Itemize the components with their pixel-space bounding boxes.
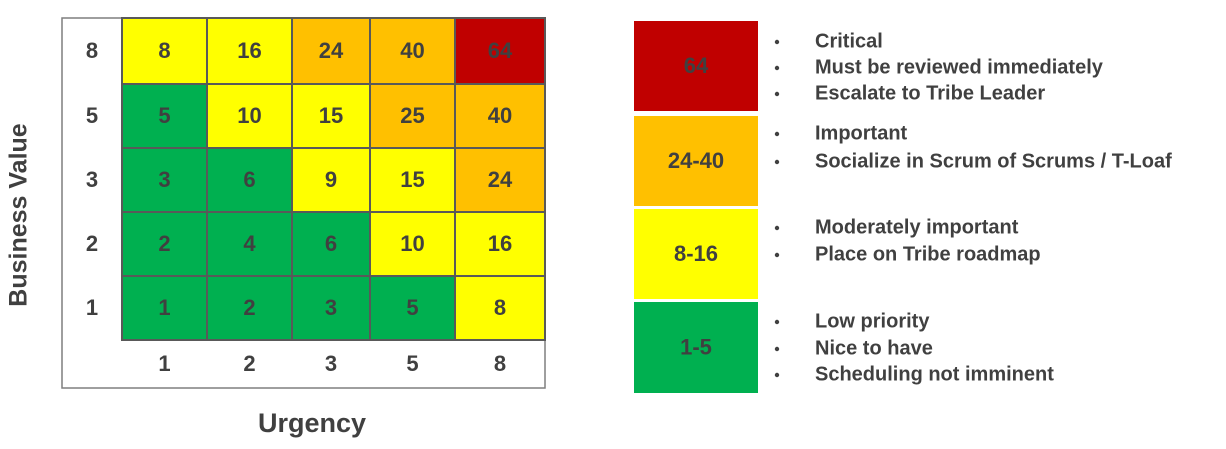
legend-label: 1-5: [680, 334, 712, 359]
bullet: [774, 159, 780, 165]
legend-label: 24-40: [668, 148, 724, 173]
cell-value: 6: [243, 167, 255, 192]
legend-bullet-text: Place on Tribe roadmap: [815, 243, 1041, 265]
matrix-cell: [291, 83, 371, 149]
matrix-cell: [206, 275, 293, 341]
col-label: 2: [243, 351, 255, 376]
legend-bullet-text: Low priority: [815, 310, 930, 332]
cell-value: 15: [400, 167, 424, 192]
matrix-cell: [369, 17, 456, 85]
cell-value: 24: [488, 167, 513, 192]
cell-value: 25: [400, 103, 424, 128]
matrix-cell: [121, 275, 208, 341]
legend-bullet-text: Critical: [815, 30, 883, 52]
legend-bullet-text: Escalate to Tribe Leader: [815, 82, 1045, 104]
bullet: [774, 346, 780, 352]
cell-value: 24: [319, 38, 344, 63]
row-label: 1: [86, 295, 98, 320]
cell-value: 3: [325, 295, 337, 320]
cell-value: 40: [488, 103, 512, 128]
col-label: 5: [406, 351, 418, 376]
legend-bullet-text: Socialize in Scrum of Scrums / T-Loaf: [815, 150, 1172, 172]
legend-label: 8-16: [674, 241, 718, 266]
legend-bullet-text: Must be reviewed immediately: [815, 56, 1104, 78]
cell-value: 1: [158, 295, 170, 320]
cell-value: 15: [319, 103, 343, 128]
row-label: 2: [86, 231, 98, 256]
bullet: [774, 252, 780, 258]
matrix-cell: [206, 83, 293, 149]
cell-value: 3: [158, 167, 170, 192]
cell-value: 16: [488, 231, 512, 256]
legend-swatch: [634, 116, 758, 206]
legend-bullet-text: Moderately important: [815, 216, 1019, 238]
legend-label: 64: [684, 53, 709, 78]
cell-value: 64: [488, 38, 513, 63]
matrix-cell: [369, 83, 456, 149]
cell-value: 10: [400, 231, 424, 256]
legend-swatch: [634, 302, 758, 393]
cell-value: 10: [237, 103, 261, 128]
bullet: [774, 91, 780, 97]
matrix-cell: [454, 147, 546, 213]
matrix-cell: [206, 147, 293, 213]
legend-bullet-text: Nice to have: [815, 337, 933, 359]
cell-value: 5: [406, 295, 418, 320]
cell-value: 8: [158, 38, 170, 63]
legend-bullet-text: Important: [815, 122, 908, 144]
cell-value: 16: [237, 38, 261, 63]
bullet: [774, 131, 780, 137]
y-axis-title: Business Value: [5, 123, 33, 307]
cell-value: 6: [325, 231, 337, 256]
matrix-cell: [454, 211, 546, 277]
cell-value: 8: [494, 295, 506, 320]
row-label: 8: [86, 38, 98, 63]
bullet: [774, 225, 780, 231]
col-label: 8: [494, 351, 506, 376]
col-label: 1: [158, 351, 170, 376]
row-label: 3: [86, 167, 98, 192]
cell-value: 40: [400, 38, 424, 63]
cell-value: 2: [243, 295, 255, 320]
cell-value: 5: [158, 103, 170, 128]
bullet: [774, 319, 780, 325]
x-axis-title: Urgency: [258, 408, 366, 438]
legend-bullet-text: Scheduling not imminent: [815, 363, 1054, 385]
matrix-cell: [121, 211, 208, 277]
matrix-cell: [454, 275, 546, 341]
matrix-cell: [121, 83, 208, 149]
cell-value: 2: [158, 231, 170, 256]
bullet: [774, 39, 780, 45]
cell-value: 4: [243, 231, 256, 256]
cell-value: 9: [325, 167, 337, 192]
row-label: 5: [86, 103, 98, 128]
matrix-cell: [206, 211, 293, 277]
legend-swatch: [634, 21, 758, 111]
matrix-cell: [121, 147, 208, 213]
col-label: 3: [325, 351, 337, 376]
legend-swatch: [634, 209, 758, 299]
bullet: [774, 372, 780, 378]
matrix-cell: [291, 275, 371, 341]
bullet: [774, 65, 780, 71]
